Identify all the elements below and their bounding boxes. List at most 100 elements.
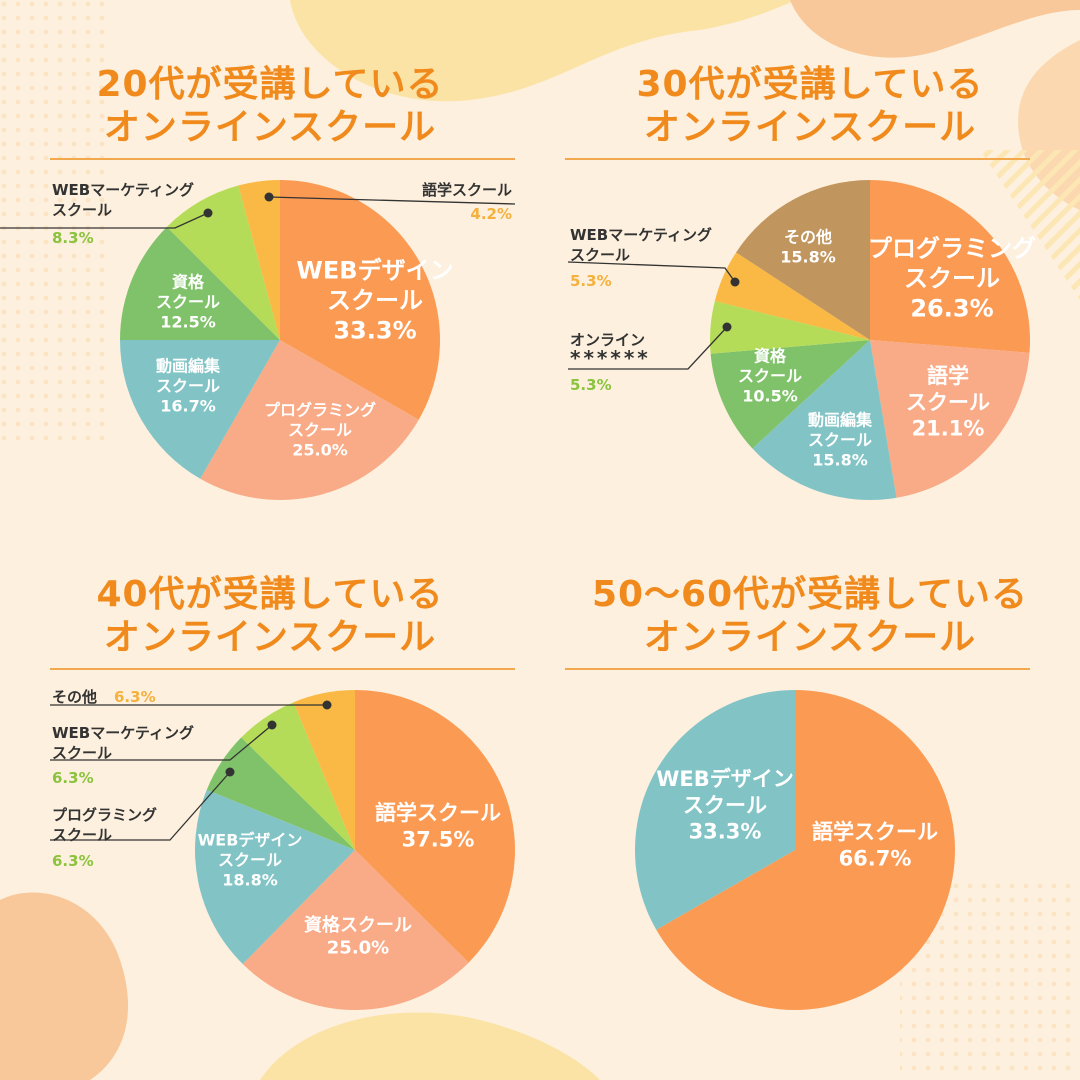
callout-name-label: オンライン bbox=[570, 331, 645, 349]
callout-name-label: ****** bbox=[570, 346, 651, 370]
slice-value-label: 33.3% bbox=[333, 316, 416, 344]
panel-title: 30代が受講している オンラインスクール bbox=[540, 63, 1080, 149]
leader-line bbox=[0, 212, 209, 229]
callout-name-label: WEBマーケティング bbox=[570, 226, 712, 244]
slice-name-label: 動画編集 bbox=[156, 357, 221, 376]
leader-dot bbox=[267, 720, 277, 730]
chart-panel-30s: 30代が受講している オンラインスクール プログラミング スクール 26.3% 語学ス… bbox=[540, 0, 1080, 540]
slice-value-label: 18.8% bbox=[222, 871, 278, 890]
slice-name-label: 資格スクール bbox=[304, 914, 412, 936]
slice-value-label: 37.5% bbox=[402, 827, 475, 851]
stripe-pattern-right bbox=[980, 150, 1080, 300]
callout-name-label: その他 bbox=[52, 688, 97, 706]
slice-name-label: スクール bbox=[156, 377, 220, 396]
slice-name-label: WEBデザイン bbox=[656, 767, 794, 791]
slice-value-label: 12.5% bbox=[160, 313, 216, 332]
pie-slice bbox=[710, 300, 870, 354]
pie-slice bbox=[280, 180, 441, 420]
panel-title-line2: オンラインスクール bbox=[643, 617, 977, 658]
pie-slice bbox=[120, 340, 280, 479]
slice-value-label: 21.1% bbox=[912, 417, 985, 441]
leader-line bbox=[268, 196, 516, 205]
callout-name-label: スクール bbox=[52, 744, 112, 762]
title-divider bbox=[565, 668, 1030, 670]
callout-name-label: プログラミング bbox=[52, 806, 157, 824]
slice-name-label: WEBデザイン bbox=[198, 831, 303, 850]
slice-name-label: スクール bbox=[156, 293, 220, 312]
pie-slice bbox=[656, 690, 955, 1010]
pie-slice bbox=[635, 690, 795, 930]
slice-name-label: その他 bbox=[784, 228, 832, 247]
callout: 語学スクール 4.2% bbox=[264, 181, 516, 223]
chart-panel-50-60s: 50〜60代が受講している オンラインスクール 語学スクール 66.7% WEBデザ… bbox=[540, 540, 1080, 1080]
callout-name-label: スクール bbox=[570, 246, 630, 264]
leader-line bbox=[50, 724, 273, 761]
slice-name-label: プログラミング bbox=[264, 401, 376, 420]
chart-panel-20s: 20代が受講している オンラインスクール WEBデザイン スクール 33.3% プログ… bbox=[0, 0, 540, 540]
slice-name-label: スクール bbox=[906, 390, 990, 414]
slice-name-label: 語学スクール bbox=[812, 820, 938, 844]
callout-value-label: 8.3% bbox=[52, 229, 94, 247]
slice-value-label: 15.8% bbox=[780, 248, 836, 267]
callout-name-label: 語学スクール bbox=[422, 181, 512, 199]
panel-title-line1: 50〜60代が受講している bbox=[591, 574, 1029, 615]
slice-name-label: スクール bbox=[218, 851, 282, 870]
orange-blob-top-right bbox=[790, 0, 1080, 58]
slice-name-label: スクール bbox=[738, 367, 802, 386]
slice-name-label: スクール bbox=[288, 421, 352, 440]
pie-slice bbox=[242, 850, 469, 1010]
slice-name-label: WEBデザイン bbox=[296, 256, 453, 284]
slice-name-label: スクール bbox=[327, 286, 423, 314]
pie-chart-20s: WEBデザインスクール33.3%プログラミングスクール25.0%動画編集スクール… bbox=[0, 180, 516, 501]
pie-slice bbox=[710, 340, 870, 449]
slice-name-label: スクール bbox=[683, 793, 767, 817]
panel-title-line2: オンラインスクール bbox=[103, 617, 437, 658]
pie-slice bbox=[166, 185, 280, 340]
slice-name-label: 語学 bbox=[927, 364, 969, 388]
leader-dot bbox=[322, 700, 332, 710]
leader-line bbox=[50, 771, 231, 841]
leader-line bbox=[567, 261, 736, 283]
slice-value-label: 25.0% bbox=[292, 441, 348, 460]
slice-value-label: 33.3% bbox=[689, 820, 762, 844]
slice-name-label: 動画編集 bbox=[808, 411, 873, 430]
pie-chart-30s: プログラミングスクール26.3%語学スクール21.1%動画編集スクール15.8%… bbox=[567, 180, 1036, 500]
slice-name-label: 資格 bbox=[172, 273, 205, 292]
slice-value-label: 25.0% bbox=[327, 938, 389, 959]
slice-name-label: 資格 bbox=[754, 347, 787, 366]
pie-slice bbox=[195, 789, 355, 965]
panel-title: 40代が受講している オンラインスクール bbox=[0, 573, 540, 659]
leader-line bbox=[568, 326, 728, 370]
leader-dot bbox=[203, 208, 213, 218]
panel-title-line1: 40代が受講している bbox=[96, 574, 444, 615]
slice-value-label: 10.5% bbox=[742, 387, 798, 406]
slice-value-label: 16.7% bbox=[160, 397, 216, 416]
panel-title-line2: オンラインスクール bbox=[103, 107, 437, 148]
pie-slice bbox=[200, 340, 419, 501]
slice-name-label: スクール bbox=[904, 264, 1000, 292]
leader-dot bbox=[730, 277, 740, 287]
title-divider bbox=[50, 668, 515, 670]
callout-value-label: 5.3% bbox=[570, 376, 612, 394]
callout-name-label: スクール bbox=[52, 201, 112, 219]
callout-name-label: WEBマーケティング bbox=[52, 181, 194, 199]
pie-slice bbox=[870, 180, 1030, 353]
callout: オンライン****** 5.3% bbox=[568, 322, 732, 394]
callout-name-label: WEBマーケティング bbox=[52, 724, 194, 742]
pie-chart-40s: 語学スクール37.5%資格スクール25.0%WEBデザインスクール18.8%プロ… bbox=[50, 688, 515, 1010]
